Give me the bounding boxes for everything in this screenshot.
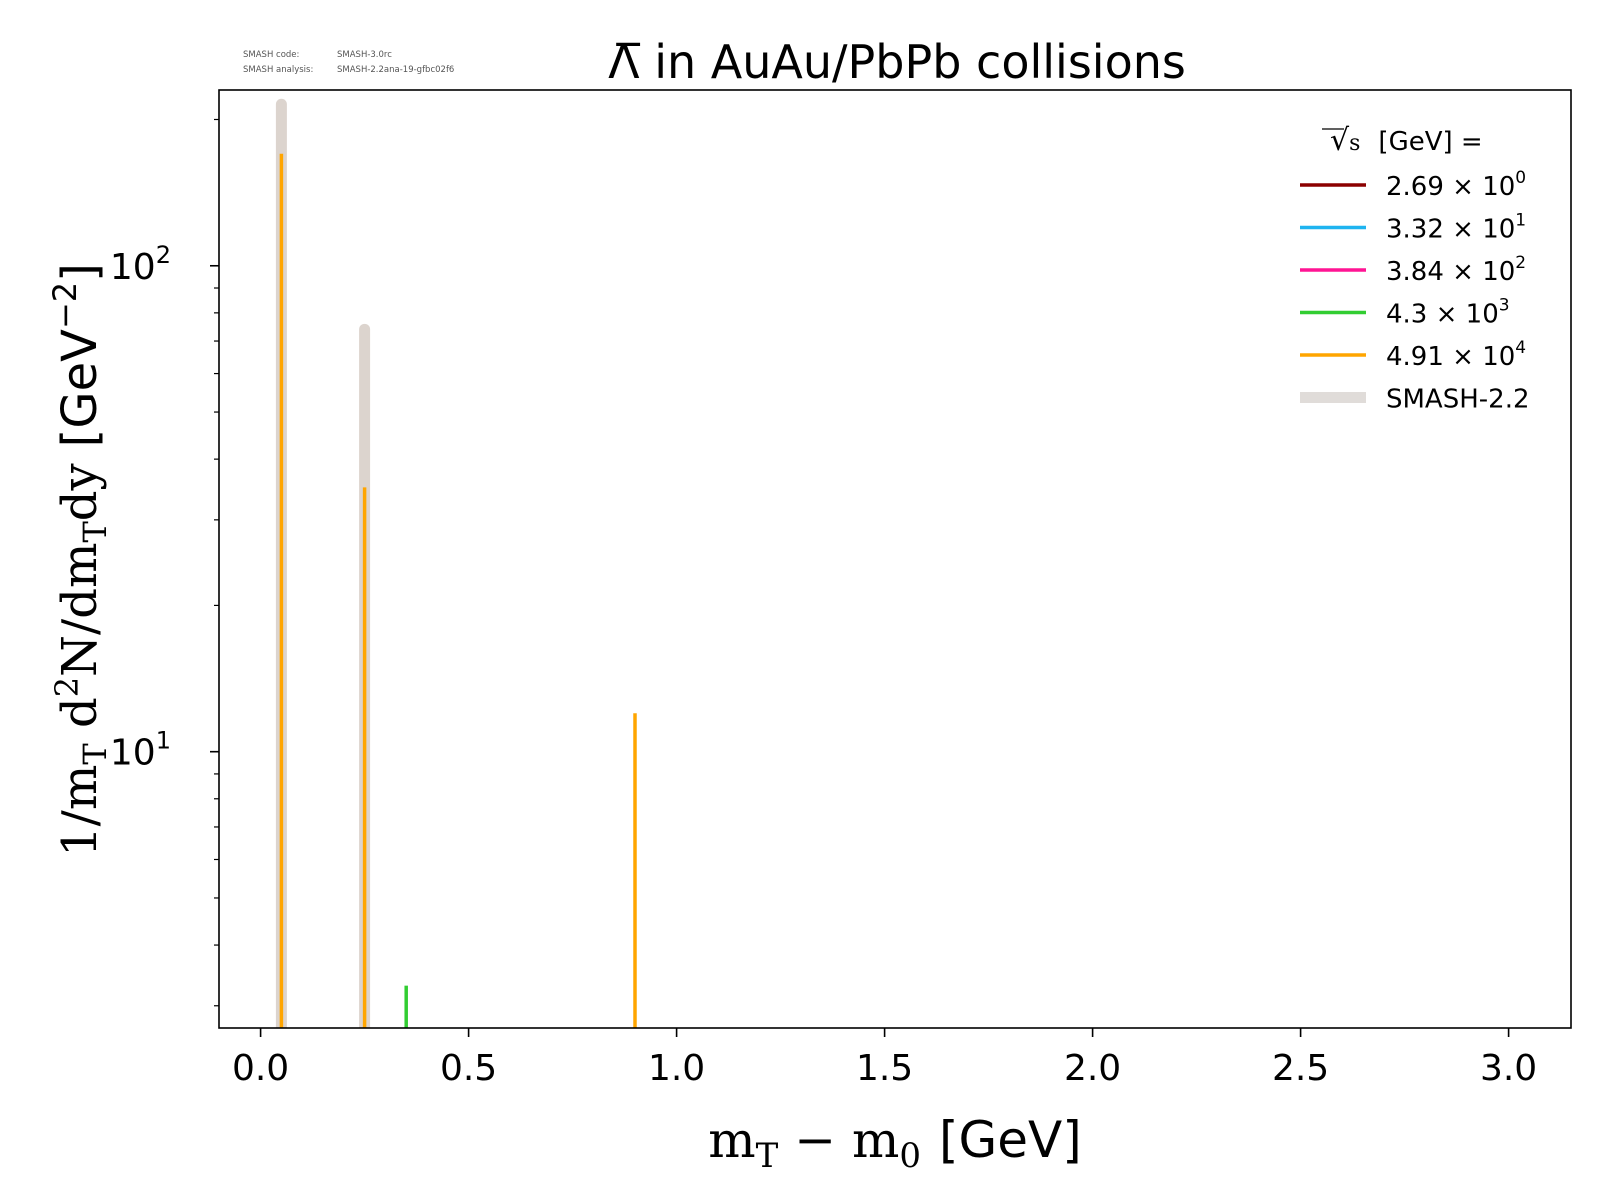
legend-label: 4.91 × 104 — [1386, 338, 1526, 372]
legend: √s [GeV] = 2.69 × 100 3.32 × 101 3.84 × 102… — [1300, 123, 1530, 415]
version-info: SMASH code: SMASH-3.0rc SMASH analysis: … — [243, 50, 454, 75]
chart-title: Λ̅ in AuAu/PbPb collisions — [608, 35, 1186, 89]
version-analysis-label: SMASH analysis: — [243, 65, 313, 75]
legend-label: 3.32 × 101 — [1386, 211, 1526, 245]
legend-label: 2.69 × 100 — [1386, 168, 1526, 202]
version-code-label: SMASH code: — [243, 50, 299, 60]
sqrt-variable: s — [1349, 131, 1360, 156]
legend-label: 4.3 × 103 — [1386, 296, 1510, 330]
x-tick-label: 2.0 — [1064, 1048, 1121, 1089]
version-code-value: SMASH-3.0rc — [337, 50, 392, 60]
legend-title: √s [GeV] = — [1330, 123, 1483, 158]
x-tick-label: 3.0 — [1480, 1048, 1537, 1089]
legend-label-reference: SMASH-2.2 — [1386, 385, 1530, 415]
x-tick-label: 1.5 — [856, 1048, 913, 1089]
x-tick-label: 1.0 — [648, 1048, 705, 1089]
data-marks — [275, 98, 637, 1028]
plot-area — [218, 89, 1572, 1029]
x-tick-label: 2.5 — [1272, 1048, 1329, 1089]
version-analysis-value: SMASH-2.2ana-19-gfbc02f6 — [337, 65, 454, 75]
sqrt-symbol: √ — [1330, 123, 1350, 158]
y-axis: 101 102 — [110, 118, 219, 1007]
x-axis-label: mT − m0 [GeV] — [708, 1111, 1082, 1176]
y-axis-label: 1/mT d2N/dmTdy[GeV−2] — [46, 263, 114, 857]
x-tick-label: 0.5 — [440, 1048, 497, 1089]
y-tick-label: 102 — [110, 241, 171, 288]
x-axis: 0.0 0.5 1.0 1.5 2.0 2.5 3.0 — [232, 1028, 1537, 1089]
legend-label: 3.84 × 102 — [1386, 253, 1526, 287]
y-tick-label: 101 — [110, 727, 171, 774]
legend-entries: 2.69 × 100 3.32 × 101 3.84 × 102 4.3 × 103 4… — [1300, 168, 1530, 415]
plot-frame — [218, 89, 1572, 1029]
x-tick-label: 0.0 — [232, 1048, 289, 1089]
